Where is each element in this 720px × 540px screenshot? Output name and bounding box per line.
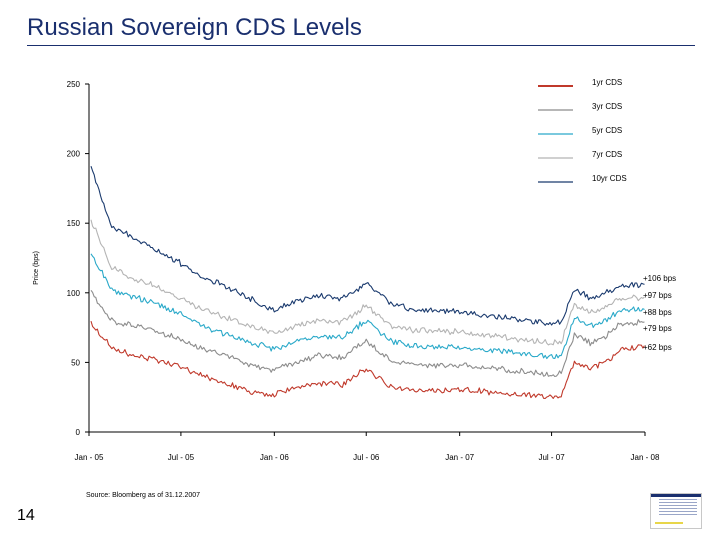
source-note: Source: Bloomberg as of 31.12.2007 xyxy=(86,492,201,499)
legend-label: 10yr CDS xyxy=(592,174,627,183)
x-tick-label: Jan - 06 xyxy=(260,453,289,462)
y-axis-title: Price (bps) xyxy=(33,251,40,285)
chart-series-lines xyxy=(90,166,645,399)
legend-label: 1yr CDS xyxy=(592,78,622,87)
series-line-10yr-cds xyxy=(90,166,645,326)
series-end-label: +62 bps xyxy=(643,343,672,352)
x-tick-label: Jul - 07 xyxy=(538,453,565,462)
x-tick-label: Jan - 07 xyxy=(445,453,474,462)
series-end-label: +97 bps xyxy=(643,291,672,300)
legend-label: 3yr CDS xyxy=(592,102,622,111)
x-tick-label: Jan - 08 xyxy=(631,453,660,462)
legend-label: 7yr CDS xyxy=(592,150,622,159)
chart-axes: 0 50 100 150 200 250 Price (bps) Jan - 05 Jul - … xyxy=(33,80,660,462)
page-number: 14 xyxy=(17,507,35,524)
slide-thumbnail xyxy=(650,493,702,529)
title-divider xyxy=(27,45,695,46)
chart-legend: 1yr CDS 3yr CDS 5yr CDS 7yr CDS 10yr CDS xyxy=(538,78,627,183)
series-line-7yr-cds xyxy=(90,219,645,346)
chart-end-labels: +62 bps +79 bps +88 bps +97 bps +106 bps xyxy=(643,274,676,352)
x-tick-label: Jul - 05 xyxy=(168,453,195,462)
y-tick-label: 250 xyxy=(67,80,81,89)
series-end-label: +88 bps xyxy=(643,308,672,317)
series-end-label: +106 bps xyxy=(643,274,676,283)
series-line-3yr-cds xyxy=(90,289,645,378)
y-tick-label: 50 xyxy=(71,358,80,367)
x-tick-label: Jan - 05 xyxy=(75,453,104,462)
series-line-1yr-cds xyxy=(90,320,645,399)
slide-title: Russian Sovereign CDS Levels xyxy=(27,14,362,41)
y-tick-label: 100 xyxy=(67,289,81,298)
y-tick-label: 150 xyxy=(67,219,81,228)
legend-label: 5yr CDS xyxy=(592,126,622,135)
x-tick-label: Jul - 06 xyxy=(353,453,380,462)
y-tick-label: 0 xyxy=(76,428,81,437)
series-line-5yr-cds xyxy=(90,253,645,360)
y-tick-label: 200 xyxy=(67,150,81,159)
series-end-label: +79 bps xyxy=(643,324,672,333)
